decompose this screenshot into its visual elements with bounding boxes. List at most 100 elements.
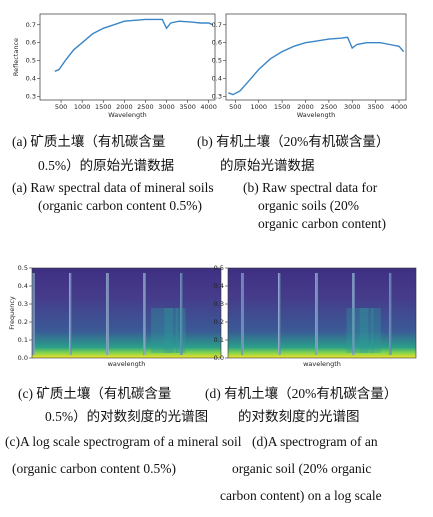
y-tick-label: 0.5	[214, 264, 224, 272]
x-tick-label: 3500	[179, 103, 196, 111]
spectrogram-streak	[32, 273, 34, 355]
caption-line: (d)A spectrogram of an	[252, 434, 378, 449]
caption-line: organic soil (20% organic	[232, 461, 371, 476]
spectrogram-streak	[143, 273, 144, 355]
spectrogram-streak	[389, 273, 392, 355]
y-tick-label: 0.5	[18, 264, 28, 272]
spectrogram-streak	[69, 273, 70, 355]
spectrogram-streak	[389, 273, 390, 355]
spectrogram-streak	[143, 273, 146, 355]
y-axis-label: Reflectance	[12, 38, 20, 76]
spectrogram-streak	[143, 273, 145, 355]
caption-line: 0.5%）的原始光谱数据	[38, 158, 174, 173]
spectrogram-streak	[106, 273, 108, 355]
caption-line: (c) 矿质土壤（有机碳含量	[18, 385, 171, 401]
y-tick-label: 0.2	[214, 318, 224, 326]
caption-line: carbon content) on a log scale	[220, 488, 382, 503]
spectrogram-streak	[241, 273, 242, 355]
x-tick-label: 2500	[137, 103, 154, 111]
x-tick-label: 2500	[321, 103, 338, 111]
caption-line: (a) 矿质土壤（有机碳含量	[12, 133, 165, 149]
spectrogram-band	[151, 308, 174, 353]
spectrogram-streak	[278, 273, 280, 355]
spectrogram-streak	[180, 273, 183, 355]
spectrogram-streak	[32, 273, 33, 355]
spectrogram-streak	[180, 273, 181, 355]
plot-frame	[39, 13, 216, 101]
spectrogram-streak	[389, 273, 390, 355]
caption-line: (organic carbon content 0.5%)	[12, 461, 176, 476]
spectrogram-streak	[69, 273, 71, 355]
spectrogram-streak	[352, 273, 354, 355]
spectrogram-streak	[143, 273, 145, 355]
spectrogram-streak	[180, 273, 182, 355]
spectrogram-streak	[69, 273, 72, 355]
spectrogram-streak	[32, 273, 35, 355]
spectrogram-streak	[278, 273, 280, 355]
plot-frame	[31, 267, 222, 359]
spectrogram-streak	[389, 273, 392, 355]
spectrogram-band	[370, 308, 381, 353]
caption-line: 0.5%）的对数刻度的光谱图	[45, 409, 208, 424]
spectrogram-streak	[278, 273, 279, 355]
y-tick-label: 0.3	[26, 92, 36, 100]
x-tick-label: 4000	[200, 103, 217, 111]
x-tick-label: 4000	[391, 103, 408, 111]
spectrogram-image	[32, 268, 221, 358]
y-tick-label: 0.1	[214, 336, 224, 344]
y-tick-label: 0.4	[214, 282, 224, 290]
spectrogram-streak	[32, 273, 35, 355]
spectrogram-streak	[352, 273, 355, 355]
y-tick-label: 0.4	[18, 282, 28, 290]
caption-line: 的原始光谱数据	[220, 158, 315, 173]
x-axis-label: wavelength	[303, 360, 341, 368]
spectrogram-streak	[315, 273, 318, 355]
spectrogram-streak	[278, 273, 280, 355]
y-tick-label: 0.5	[26, 57, 36, 65]
y-tick-label: 0.6	[212, 39, 222, 47]
caption-line: 的对数刻度的光谱图	[238, 409, 360, 424]
spectrum-line	[228, 36, 405, 96]
spectrogram-streak	[180, 273, 182, 355]
spectrogram-streak	[315, 273, 316, 355]
spectrogram-streak	[106, 273, 108, 355]
spectrogram-streak	[315, 273, 318, 355]
x-tick-label: 2000	[297, 103, 314, 111]
spectrogram-streak	[143, 273, 146, 355]
spectrogram-streak	[32, 273, 34, 355]
spectrogram-streak	[180, 273, 183, 355]
spectrogram-streak	[352, 273, 354, 355]
spectrogram-streak	[241, 273, 242, 355]
x-tick-label: 1500	[274, 103, 291, 111]
spectrogram-streak	[278, 273, 279, 355]
y-tick-label: 0.3	[214, 300, 224, 308]
spectrogram-streak	[32, 273, 33, 355]
spectrogram-streak	[180, 273, 182, 355]
spectrogram-band	[175, 308, 186, 353]
spectrogram-streak	[69, 273, 71, 355]
caption-line: (b) 有机土壤（20%有机碳含量）	[197, 133, 389, 149]
y-tick-label: 0.7	[26, 21, 36, 29]
caption-line: (organic carbon content 0.5%)	[38, 198, 202, 213]
spectrogram-streak	[352, 273, 355, 355]
x-axis-label: wavelength	[108, 360, 146, 368]
caption-line: (d) 有机土壤（20%有机碳含量）	[205, 385, 397, 401]
spectrogram-band	[164, 308, 179, 353]
plot-frame	[225, 13, 407, 101]
y-tick-label: 0.1	[18, 336, 28, 344]
spectrogram-streak	[106, 273, 107, 355]
y-tick-label: 0.0	[18, 354, 28, 362]
x-tick-label: 500	[229, 103, 241, 111]
spectrogram-streak	[106, 273, 107, 355]
y-tick-label: 0.3	[18, 300, 28, 308]
spectrum-line	[54, 18, 214, 72]
y-tick-label: 0.5	[212, 57, 222, 65]
spectrogram-streak	[143, 273, 146, 355]
spectrogram-streak	[241, 273, 244, 355]
spectrogram-streak	[241, 273, 243, 355]
y-tick-label: 0.4	[212, 75, 222, 83]
spectrogram-streak	[143, 273, 144, 355]
spectrogram-streak	[106, 273, 109, 355]
spectrogram-image	[228, 268, 416, 358]
y-tick-label: 0.6	[26, 39, 36, 47]
